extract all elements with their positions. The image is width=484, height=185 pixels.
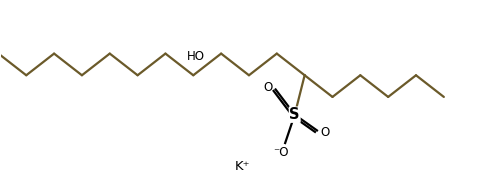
Text: ⁻O: ⁻O [273,146,288,159]
Text: S: S [289,107,299,122]
Text: HO: HO [187,51,205,63]
Text: O: O [319,126,329,139]
Text: K⁺: K⁺ [234,160,249,173]
Text: O: O [262,81,272,94]
